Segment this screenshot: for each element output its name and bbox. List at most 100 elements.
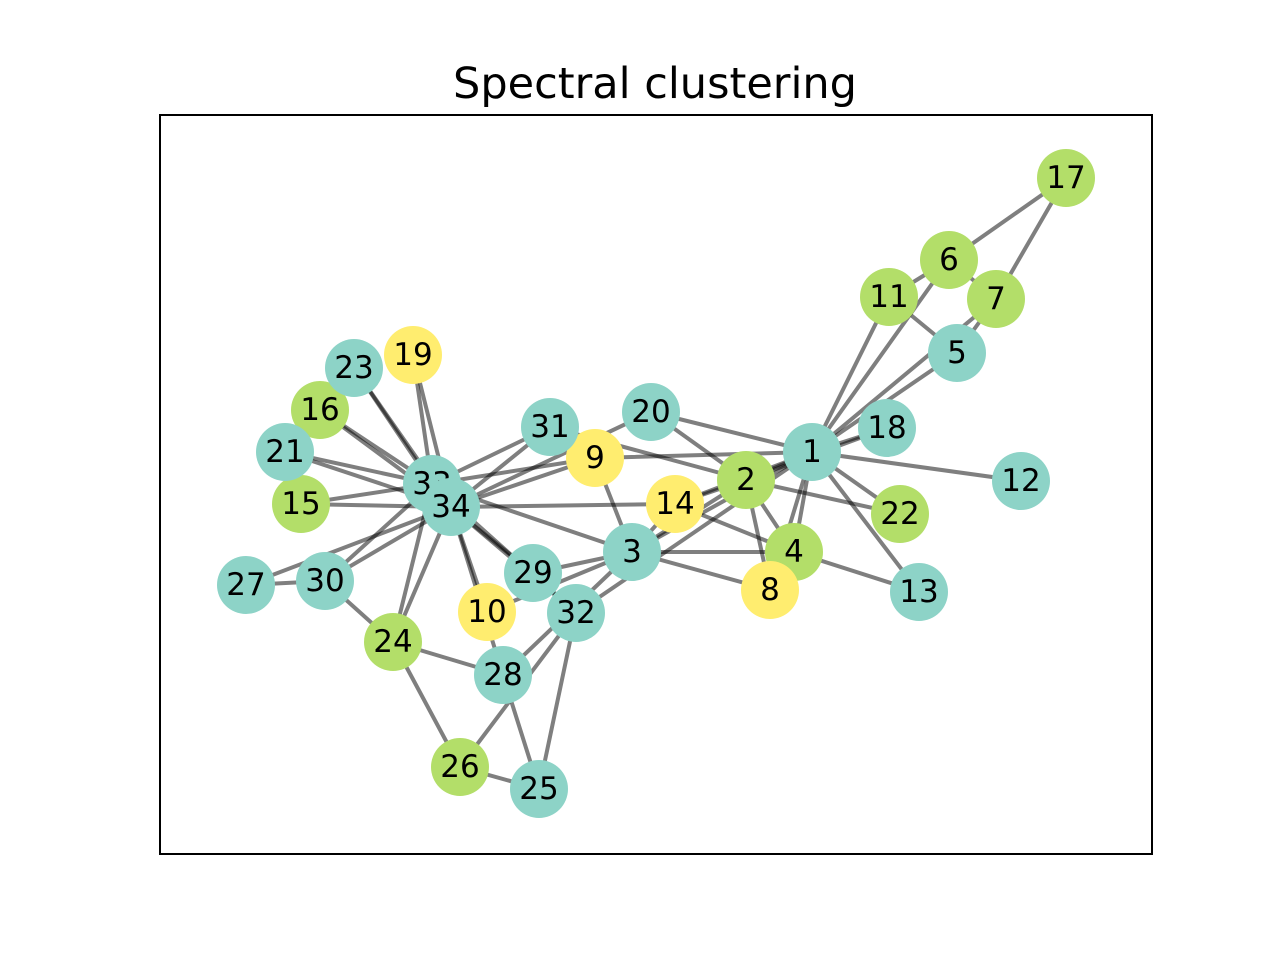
node-label-5: 5 (947, 335, 967, 371)
node-label-34: 34 (431, 489, 470, 525)
node-28: 28 (474, 646, 532, 704)
node-circle-3 (603, 523, 661, 581)
node-circle-34 (422, 478, 480, 536)
edge-14-34 (449, 502, 677, 509)
node-10: 10 (458, 583, 516, 641)
node-22: 22 (871, 485, 929, 543)
node-label-19: 19 (393, 337, 432, 373)
node-label-1: 1 (802, 434, 822, 470)
node-circle-20 (622, 383, 680, 441)
node-label-11: 11 (869, 279, 908, 315)
node-1: 1 (783, 423, 841, 481)
figure-title: Spectral clustering (453, 59, 857, 109)
node-12: 12 (992, 452, 1050, 510)
edge-1-9 (593, 450, 814, 460)
node-8: 8 (741, 561, 799, 619)
node-circle-25 (510, 760, 568, 818)
nodes-layer: 123 4567891011121314151617181920212223242… (217, 149, 1095, 818)
node-circle-19 (384, 326, 442, 384)
node-16: 16 (291, 381, 349, 439)
node-19: 19 (384, 326, 442, 384)
node-23: 23 (325, 339, 383, 397)
node-32: 32 (547, 584, 605, 642)
node-24: 24 (364, 613, 422, 671)
node-label-26: 26 (440, 749, 479, 785)
node-circle-18 (858, 399, 916, 457)
node-13: 13 (890, 563, 948, 621)
node-circle-12 (992, 452, 1050, 510)
node-circle-11 (860, 268, 918, 326)
node-circle-28 (474, 646, 532, 704)
node-27: 27 (217, 556, 275, 614)
node-label-21: 21 (265, 434, 304, 470)
node-circle-5 (928, 324, 986, 382)
node-circle-22 (871, 485, 929, 543)
edge-27-34 (244, 505, 453, 587)
node-label-31: 31 (530, 409, 569, 445)
node-3: 3 (603, 523, 661, 581)
node-label-24: 24 (373, 624, 412, 660)
node-circle-6 (920, 231, 978, 289)
node-label-32: 32 (556, 595, 595, 631)
node-29: 29 (504, 544, 562, 602)
node-circle-30 (296, 552, 354, 610)
node-label-12: 12 (1001, 463, 1040, 499)
node-25: 25 (510, 760, 568, 818)
node-26: 26 (431, 738, 489, 796)
node-20: 20 (622, 383, 680, 441)
node-label-14: 14 (655, 486, 694, 522)
edge-1-7 (810, 297, 998, 454)
node-6: 6 (920, 231, 978, 289)
node-circle-17 (1037, 149, 1095, 207)
node-label-30: 30 (305, 563, 344, 599)
node-circle-23 (325, 339, 383, 397)
node-label-18: 18 (867, 410, 906, 446)
node-label-20: 20 (631, 394, 670, 430)
node-7: 7 (967, 270, 1025, 328)
node-circle-24 (364, 613, 422, 671)
node-label-6: 6 (939, 242, 959, 278)
node-circle-16 (291, 381, 349, 439)
node-14: 14 (646, 475, 704, 533)
node-label-16: 16 (300, 392, 339, 428)
node-30: 30 (296, 552, 354, 610)
node-circle-26 (431, 738, 489, 796)
node-circle-21 (256, 423, 314, 481)
node-label-4: 4 (784, 534, 804, 570)
edge-1-12 (810, 450, 1023, 483)
node-label-23: 23 (334, 350, 373, 386)
node-15: 15 (272, 475, 330, 533)
node-circle-14 (646, 475, 704, 533)
node-circle-8 (741, 561, 799, 619)
node-2: 2 (717, 451, 775, 509)
node-circle-2 (717, 451, 775, 509)
node-circle-29 (504, 544, 562, 602)
node-label-27: 27 (226, 567, 265, 603)
node-17: 17 (1037, 149, 1095, 207)
node-11: 11 (860, 268, 918, 326)
node-label-10: 10 (467, 594, 506, 630)
node-label-17: 17 (1046, 160, 1085, 196)
node-label-9: 9 (585, 440, 605, 476)
node-circle-10 (458, 583, 516, 641)
node-circle-15 (272, 475, 330, 533)
node-circle-7 (967, 270, 1025, 328)
node-34: 34 (422, 478, 480, 536)
node-circle-32 (547, 584, 605, 642)
node-label-2: 2 (736, 462, 756, 498)
node-31: 31 (521, 398, 579, 456)
node-label-8: 8 (760, 572, 780, 608)
edge-20-34 (449, 410, 653, 509)
node-5: 5 (928, 324, 986, 382)
node-circle-1 (783, 423, 841, 481)
node-label-28: 28 (483, 657, 522, 693)
plot-frame (159, 114, 1153, 855)
node-label-25: 25 (519, 771, 558, 807)
edge-25-32 (537, 611, 578, 791)
node-circle-27 (217, 556, 275, 614)
node-9: 9 (566, 429, 624, 487)
node-21: 21 (256, 423, 314, 481)
node-circle-9 (566, 429, 624, 487)
node-label-3: 3 (622, 534, 642, 570)
